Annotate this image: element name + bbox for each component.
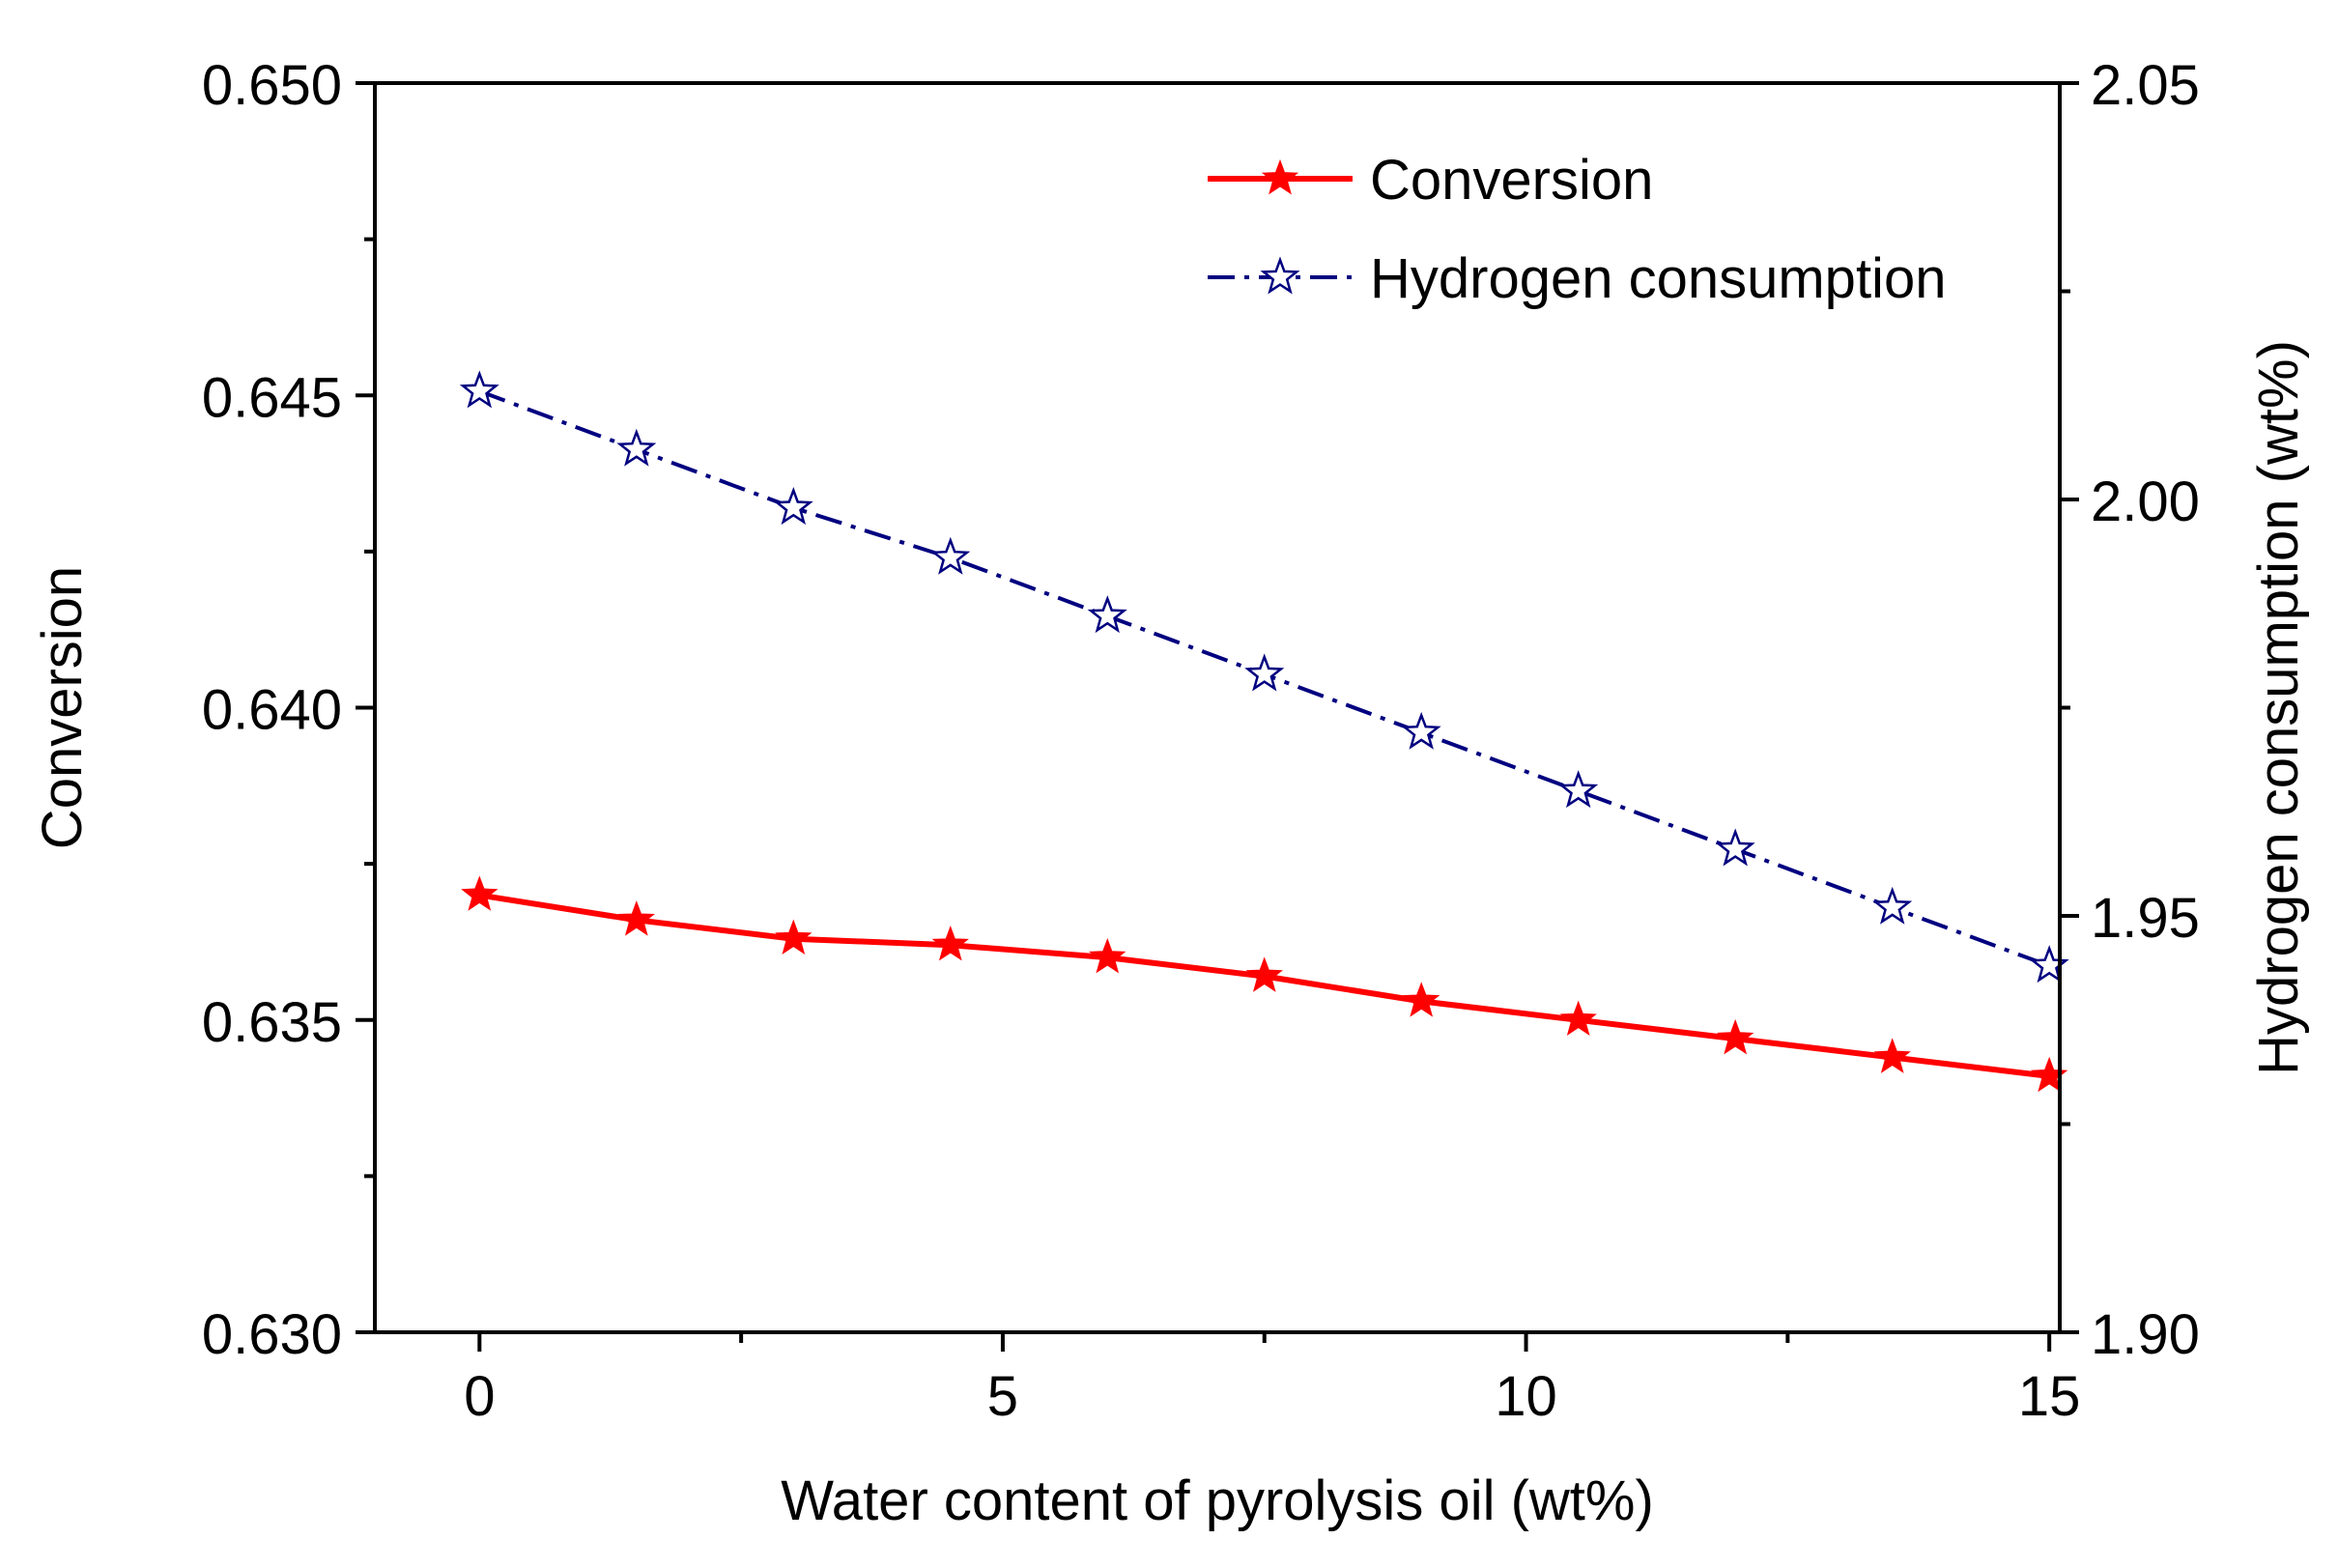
data-point-hydrogen-consumption xyxy=(2029,945,2069,984)
series-line-conversion xyxy=(478,892,2050,1079)
x-tick-label: 15 xyxy=(2018,1365,2081,1428)
data-point-hydrogen-consumption xyxy=(459,370,499,409)
data-point-conversion xyxy=(617,900,655,936)
data-point-conversion xyxy=(1245,956,1283,992)
data-point-hydrogen-consumption xyxy=(1558,770,1599,809)
ticks-layer xyxy=(356,81,2079,1352)
y-tick-label: 0.645 xyxy=(202,366,342,429)
legend: Conversion Hydrogen consumption xyxy=(1208,149,1946,310)
data-point-conversion xyxy=(1873,1038,1911,1073)
labels-layer: 0 5 10 15 0.630 0.635 0.640 0.645 0.650 1.90 1.95 2… xyxy=(202,54,2200,1428)
x-axis-title: Water content of pyrolysis oil (wt%) xyxy=(781,1469,1654,1532)
x-tick-label: 5 xyxy=(987,1365,1018,1428)
y-tick-label: 0.640 xyxy=(202,679,342,742)
legend-label-conversion: Conversion xyxy=(1370,149,1653,212)
data-point-hydrogen-consumption xyxy=(1244,653,1285,692)
x-tick-label: 10 xyxy=(1495,1365,1557,1428)
y2-tick-label: 1.95 xyxy=(2091,887,2200,950)
data-point-conversion xyxy=(1559,1000,1597,1037)
data-point-conversion xyxy=(1403,982,1440,1017)
data-point-hydrogen-consumption xyxy=(773,487,813,526)
y2-tick-label: 2.00 xyxy=(2091,470,2200,533)
legend-label-hydrogen-consumption: Hydrogen consumption xyxy=(1370,247,1946,310)
data-point-hydrogen-consumption xyxy=(1401,711,1441,750)
y2-tick-label: 1.90 xyxy=(2091,1303,2200,1366)
y2-tick-label: 2.05 xyxy=(2091,54,2200,117)
data-point-conversion xyxy=(2030,1056,2068,1093)
data-point-conversion xyxy=(461,875,499,911)
data-point-conversion xyxy=(775,919,813,955)
x-tick-label: 0 xyxy=(464,1365,495,1428)
data-point-conversion xyxy=(931,926,969,961)
data-point-conversion xyxy=(1089,937,1126,974)
data-point-hydrogen-consumption xyxy=(930,536,971,575)
legend-marker-conversion xyxy=(1261,158,1299,195)
y2-axis-title: Hydrogen consumption (wt%) xyxy=(2247,340,2310,1075)
y-axis-title: Conversion xyxy=(31,566,94,849)
legend-marker-hydrogen-consumption xyxy=(1260,256,1300,295)
data-point-hydrogen-consumption xyxy=(616,428,657,467)
y-tick-label: 0.650 xyxy=(202,54,342,117)
y-tick-label: 0.630 xyxy=(202,1303,342,1366)
data-point-hydrogen-consumption xyxy=(1872,886,1913,925)
data-point-conversion xyxy=(1717,1018,1754,1055)
data-point-hydrogen-consumption xyxy=(1715,828,1755,867)
series-layer xyxy=(459,370,2069,1093)
y-tick-label: 0.635 xyxy=(202,991,342,1054)
data-point-hydrogen-consumption xyxy=(1087,595,1127,634)
